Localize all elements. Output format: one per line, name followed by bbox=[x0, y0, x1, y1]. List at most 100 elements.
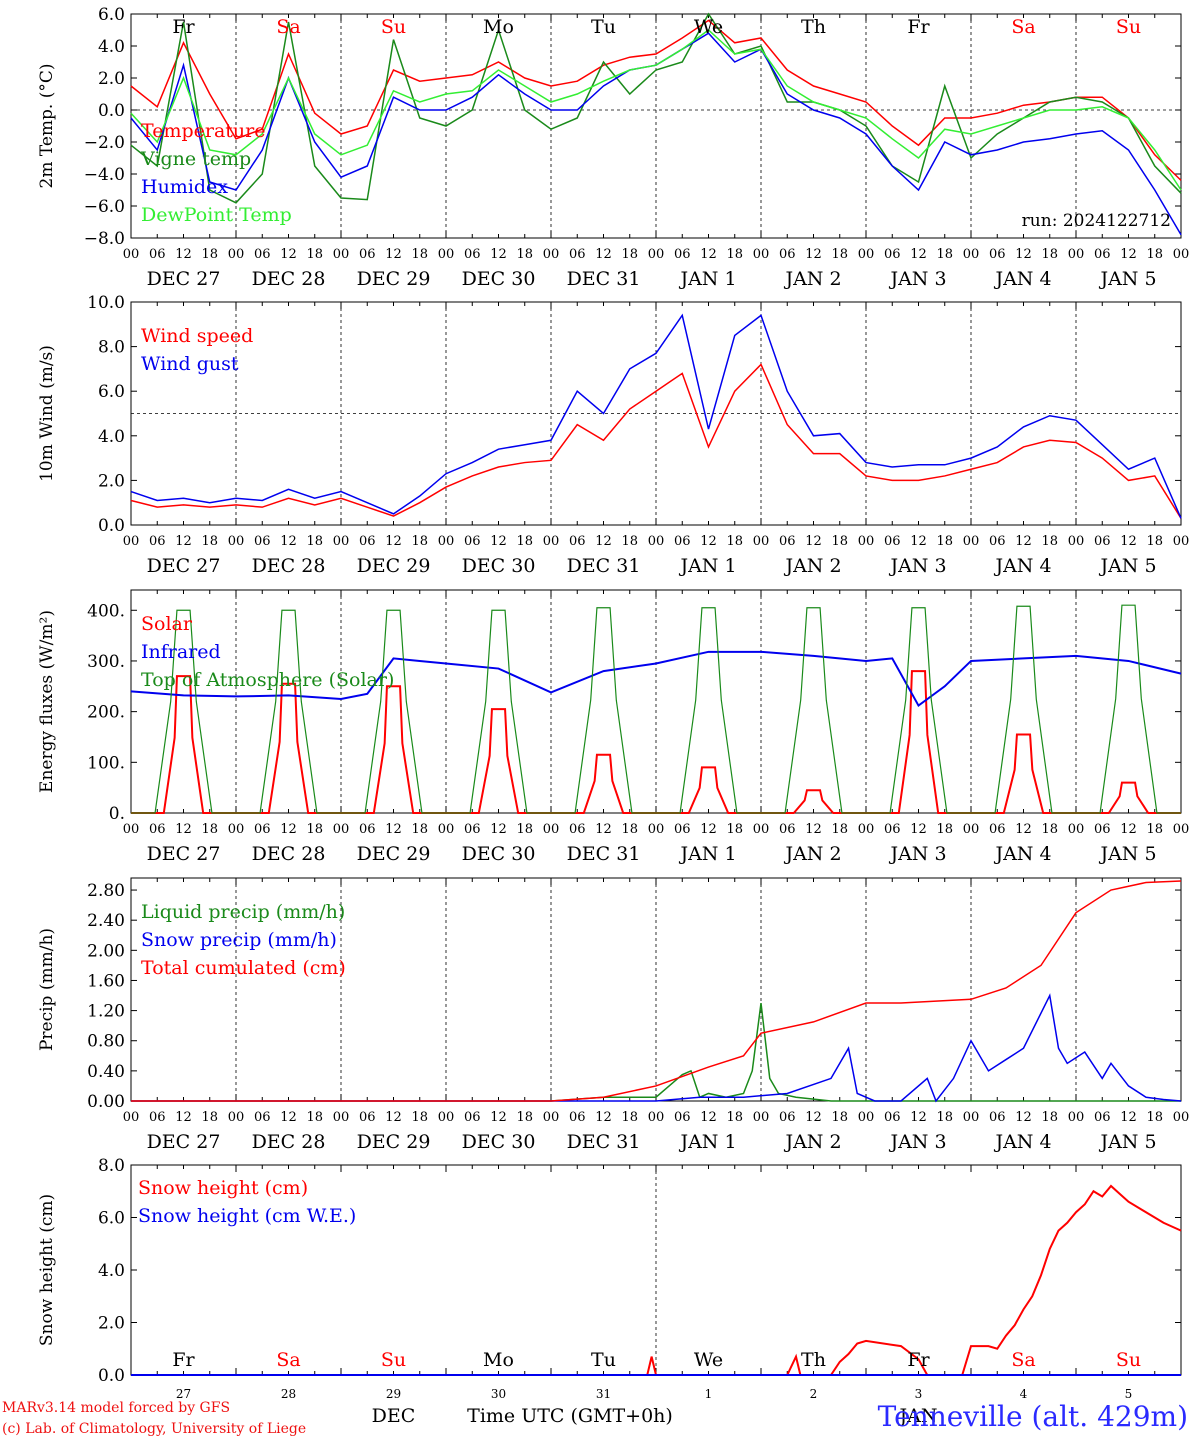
x-hour-label: 00 bbox=[543, 1110, 560, 1125]
y-tick-label: 6.0 bbox=[98, 382, 125, 402]
weekday-label: Sa bbox=[1011, 16, 1035, 38]
y-tick-label: 300. bbox=[87, 652, 125, 672]
x-hour-label: 06 bbox=[674, 1110, 691, 1125]
x-hour-label: 12 bbox=[910, 1110, 927, 1125]
x-hour-label: 12 bbox=[490, 247, 507, 262]
legend-entry: Total cumulated (cm) bbox=[141, 957, 346, 979]
x-hour-label: 18 bbox=[936, 822, 953, 837]
y-tick-label: 10.0 bbox=[87, 293, 125, 313]
x-hour-label: 18 bbox=[936, 534, 953, 549]
x-hour-label: 18 bbox=[726, 247, 743, 262]
x-hour-label: 18 bbox=[411, 247, 428, 262]
x-day-label: JAN 4 bbox=[993, 555, 1051, 577]
y-tick-label: 2.80 bbox=[87, 881, 125, 901]
x-hour-label: 00 bbox=[1068, 1110, 1085, 1125]
x-day-label: DEC 28 bbox=[252, 268, 326, 290]
y-tick-label: 6.0 bbox=[98, 1209, 125, 1229]
x-hour-label: 12 bbox=[805, 822, 822, 837]
x-hour-label: 18 bbox=[936, 1110, 953, 1125]
x-hour-label: 00 bbox=[858, 247, 875, 262]
weekday-label: Su bbox=[381, 1349, 406, 1371]
legend-entry: Wind speed bbox=[141, 325, 253, 347]
x-day-label: DEC 29 bbox=[357, 555, 431, 577]
month-label: JAN bbox=[898, 1405, 938, 1427]
x-day-label: DEC 30 bbox=[462, 555, 536, 577]
series-line bbox=[130, 12, 1182, 204]
x-day-label: JAN 5 bbox=[1098, 555, 1156, 577]
x-hour-label: 12 bbox=[175, 1110, 192, 1125]
x-hour-label: 18 bbox=[411, 1110, 428, 1125]
x-hour-label: 12 bbox=[700, 247, 717, 262]
x-hour-label: 06 bbox=[1094, 247, 1111, 262]
y-tick-label: 6.0 bbox=[98, 5, 125, 25]
day-number-label: 2 bbox=[810, 1387, 818, 1401]
y-tick-label: 4.0 bbox=[98, 37, 125, 57]
x-hour-label: 18 bbox=[831, 822, 848, 837]
x-hour-label: 06 bbox=[464, 1110, 481, 1125]
day-number-label: 28 bbox=[281, 1387, 296, 1401]
x-hour-label: 06 bbox=[149, 1110, 166, 1125]
weekday-label: Th bbox=[801, 16, 826, 38]
series-line bbox=[130, 650, 1182, 708]
station-name: Tenneville (alt. 429m) bbox=[877, 1400, 1188, 1433]
weekday-label: Tu bbox=[591, 16, 616, 38]
x-hour-label: 00 bbox=[333, 1110, 350, 1125]
x-hour-label: 18 bbox=[621, 247, 638, 262]
x-hour-label: 18 bbox=[306, 247, 323, 262]
y-tick-label: 8.0 bbox=[98, 1156, 125, 1176]
x-hour-label: 00 bbox=[333, 534, 350, 549]
x-hour-label: 18 bbox=[1041, 247, 1058, 262]
x-hour-label: 00 bbox=[228, 822, 245, 837]
x-day-label: JAN 2 bbox=[783, 1131, 841, 1153]
x-hour-label: 18 bbox=[516, 822, 533, 837]
x-hour-label: 00 bbox=[228, 247, 245, 262]
x-hour-label: 18 bbox=[411, 534, 428, 549]
x-hour-label: 06 bbox=[884, 822, 901, 837]
x-hour-label: 12 bbox=[595, 534, 612, 549]
x-day-label: JAN 4 bbox=[993, 843, 1051, 865]
x-hour-label: 18 bbox=[1041, 1110, 1058, 1125]
x-day-label: DEC 28 bbox=[252, 1131, 326, 1153]
y-tick-label: −8.0 bbox=[84, 229, 125, 249]
y-tick-label: 0.0 bbox=[98, 1366, 125, 1386]
x-hour-label: 18 bbox=[621, 1110, 638, 1125]
x-hour-label: 18 bbox=[306, 534, 323, 549]
x-hour-label: 00 bbox=[753, 1110, 770, 1125]
x-hour-label: 12 bbox=[175, 822, 192, 837]
x-hour-label: 12 bbox=[1120, 822, 1137, 837]
x-hour-label: 06 bbox=[674, 247, 691, 262]
x-hour-label: 18 bbox=[516, 534, 533, 549]
x-day-label: JAN 3 bbox=[888, 1131, 946, 1153]
x-hour-label: 06 bbox=[569, 534, 586, 549]
x-day-label: JAN 2 bbox=[783, 555, 841, 577]
day-number-label: 30 bbox=[491, 1387, 506, 1401]
x-hour-label: 12 bbox=[910, 534, 927, 549]
x-day-label: DEC 29 bbox=[357, 1131, 431, 1153]
x-hour-label: 12 bbox=[805, 247, 822, 262]
weekday-label: We bbox=[694, 1349, 723, 1371]
x-hour-label: 06 bbox=[1094, 1110, 1111, 1125]
legend-entry: Wind gust bbox=[141, 353, 239, 375]
x-axis-label: Time UTC (GMT+0h) bbox=[467, 1405, 673, 1427]
x-hour-label: 06 bbox=[989, 1110, 1006, 1125]
weekday-label: Su bbox=[1116, 1349, 1141, 1371]
x-hour-label: 12 bbox=[385, 534, 402, 549]
x-hour-label: 00 bbox=[753, 822, 770, 837]
x-hour-label: 06 bbox=[149, 534, 166, 549]
x-day-label: JAN 4 bbox=[993, 1131, 1051, 1153]
weekday-label: Mo bbox=[483, 1349, 514, 1371]
x-hour-label: 06 bbox=[989, 247, 1006, 262]
x-day-label: JAN 2 bbox=[783, 843, 841, 865]
x-day-label: JAN 2 bbox=[783, 268, 841, 290]
x-hour-label: 06 bbox=[569, 822, 586, 837]
x-hour-label: 18 bbox=[516, 247, 533, 262]
x-hour-label: 06 bbox=[254, 1110, 271, 1125]
day-number-label: 3 bbox=[915, 1387, 923, 1401]
x-hour-label: 00 bbox=[858, 534, 875, 549]
y-tick-label: 2.00 bbox=[87, 941, 125, 961]
x-hour-label: 18 bbox=[1146, 247, 1163, 262]
x-hour-label: 12 bbox=[175, 534, 192, 549]
x-day-label: DEC 30 bbox=[462, 843, 536, 865]
series-line bbox=[131, 880, 1182, 1102]
